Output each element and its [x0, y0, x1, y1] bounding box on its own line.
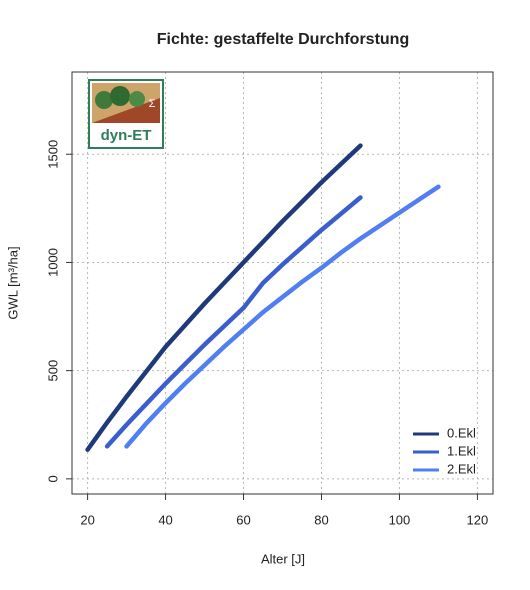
- series-line: [85, 143, 363, 452]
- logo: Σ dyn-ET: [88, 79, 164, 149]
- chart-title: Fichte: gestaffelte Durchforstung: [157, 31, 409, 48]
- plot-frame: [71, 71, 494, 495]
- legend-label: 1.Ekl: [447, 443, 476, 458]
- series-line: [104, 195, 363, 449]
- series-line: [124, 184, 441, 449]
- logo-tree: [129, 91, 145, 107]
- x-tick-label: 60: [236, 512, 250, 527]
- x-tick-label: 80: [314, 512, 328, 527]
- x-tick-label: 40: [158, 512, 172, 527]
- legend-label: 0.Ekl: [447, 425, 476, 440]
- x-tick-label: 120: [467, 512, 489, 527]
- legend-label: 2.Ekl: [447, 461, 476, 476]
- logo-text: dyn-ET: [101, 127, 152, 144]
- y-tick-label: 1000: [45, 248, 60, 277]
- y-tick-label: 500: [45, 360, 60, 382]
- x-tick-label: 100: [389, 512, 411, 527]
- y-tick-label: 1500: [45, 140, 60, 169]
- x-axis-label: Alter [J]: [261, 551, 305, 566]
- logo-tree: [95, 91, 113, 109]
- x-tick-label: 20: [80, 512, 94, 527]
- logo-symbol: Σ: [149, 98, 156, 110]
- y-tick-label: 0: [45, 475, 60, 482]
- y-axis-label: GWL [m³/ha]: [5, 246, 20, 319]
- logo-tree: [110, 86, 130, 106]
